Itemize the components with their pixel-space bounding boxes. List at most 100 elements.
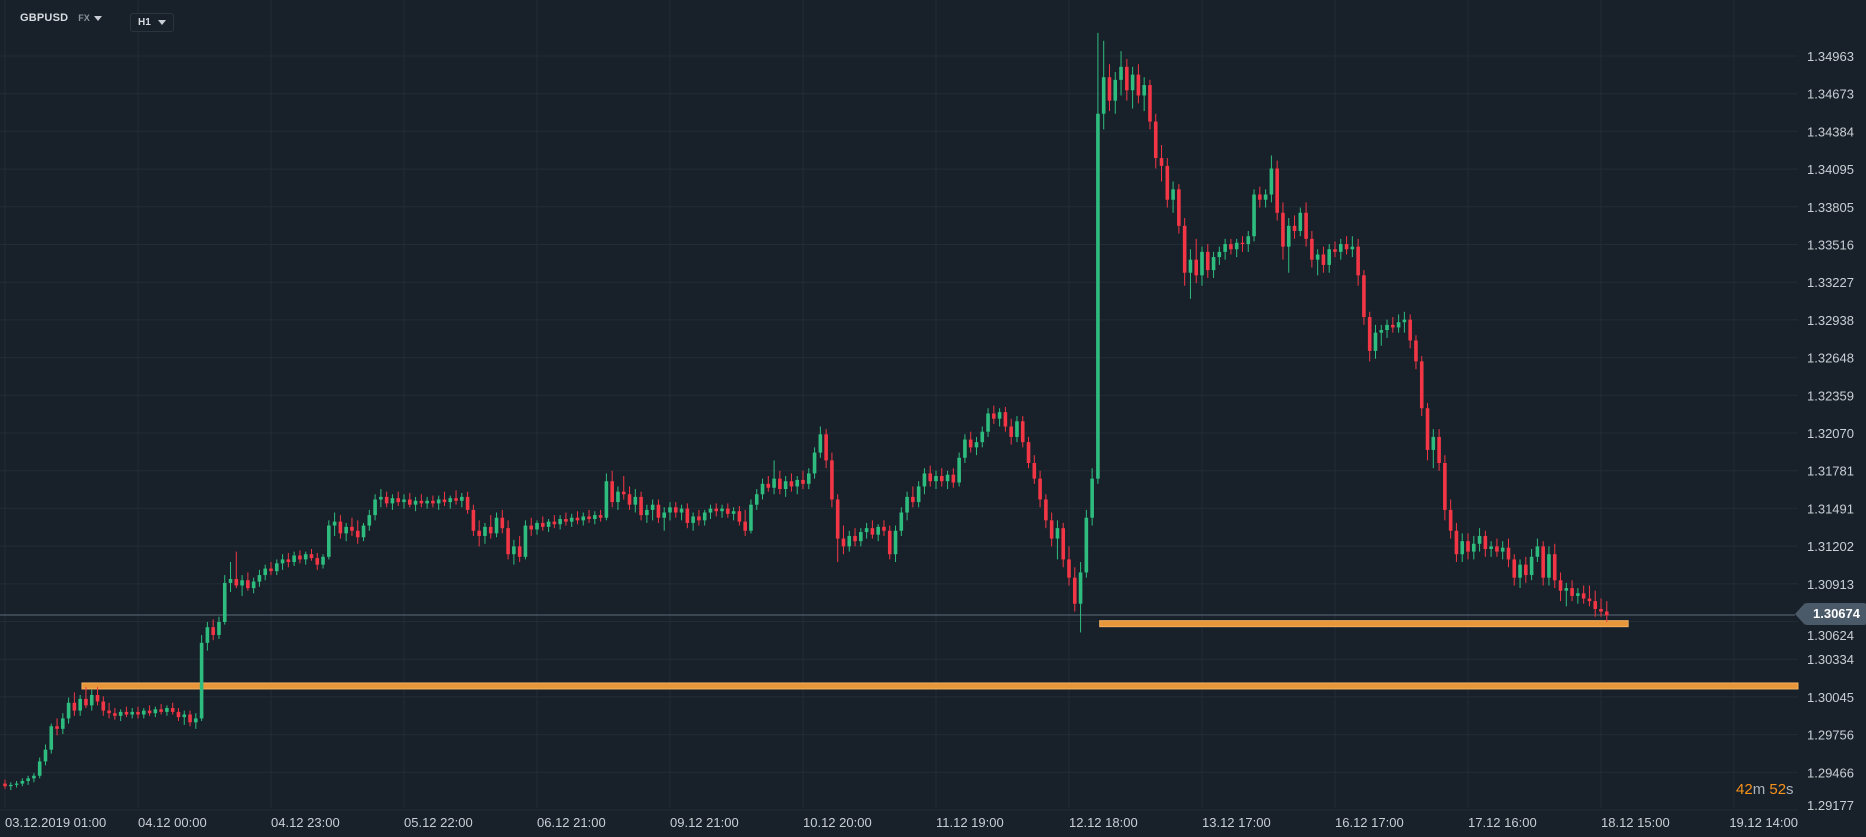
candle-body bbox=[673, 507, 678, 513]
candle-up bbox=[893, 525, 898, 563]
candle-up bbox=[1379, 324, 1384, 346]
candle-up bbox=[1564, 582, 1569, 607]
candle-body bbox=[309, 554, 314, 559]
candle-down bbox=[1165, 158, 1170, 208]
candle-up bbox=[141, 707, 146, 719]
candle-body bbox=[1044, 499, 1048, 521]
candle-body bbox=[1471, 543, 1476, 552]
candle-body bbox=[1489, 546, 1493, 550]
candle-body bbox=[344, 526, 348, 534]
candle-body bbox=[350, 526, 354, 531]
candle-body bbox=[870, 528, 875, 535]
candle-body bbox=[228, 578, 233, 583]
candle-down bbox=[992, 405, 996, 424]
candle-down bbox=[1159, 145, 1164, 182]
candle-body bbox=[1304, 212, 1308, 239]
candle-body bbox=[1096, 113, 1100, 479]
candle-body bbox=[442, 499, 447, 503]
candle-body bbox=[1148, 85, 1152, 122]
candle-down bbox=[396, 491, 401, 506]
candle-body bbox=[772, 478, 776, 488]
candle-body bbox=[726, 508, 730, 514]
candle-body bbox=[905, 496, 909, 513]
candle-body bbox=[217, 621, 221, 636]
candle-up bbox=[1518, 559, 1522, 589]
candle-body bbox=[1367, 317, 1372, 351]
candle-down bbox=[113, 707, 117, 720]
candle-up bbox=[413, 496, 418, 512]
time-axis[interactable]: 03.12.2019 01:00 04.12 00:00 04.12 23:00 05… bbox=[5, 815, 1798, 830]
candle-down bbox=[1125, 58, 1129, 101]
candle-up bbox=[483, 522, 487, 544]
candle-body bbox=[569, 517, 574, 522]
candle-body bbox=[1107, 77, 1112, 101]
candle-up bbox=[986, 408, 990, 437]
candle-body bbox=[1032, 462, 1037, 479]
candle-body bbox=[361, 525, 366, 538]
candle-body bbox=[194, 718, 198, 723]
candle-up bbox=[130, 707, 135, 719]
candle-body bbox=[789, 481, 794, 487]
candle-up bbox=[633, 489, 638, 513]
market-label: FX bbox=[78, 13, 90, 23]
candle-body bbox=[436, 499, 441, 504]
candle-up bbox=[1217, 246, 1222, 265]
candle-body bbox=[986, 413, 990, 432]
candle-body bbox=[130, 711, 135, 715]
market-dropdown[interactable]: FX bbox=[78, 13, 102, 23]
price-axis[interactable]: 1.34963 1.34673 1.34384 1.34095 1.33805 1.335… bbox=[1807, 49, 1854, 813]
candle-down bbox=[159, 704, 163, 715]
price-tick-label: 1.31491 bbox=[1807, 501, 1854, 516]
price-tick-label: 1.30334 bbox=[1807, 652, 1854, 667]
candle-body bbox=[1263, 194, 1268, 200]
candle-down bbox=[477, 520, 481, 547]
candle-body bbox=[668, 507, 672, 513]
candle-down bbox=[454, 490, 458, 505]
candle-down bbox=[621, 476, 626, 500]
candle-up bbox=[1223, 238, 1227, 260]
candle-up bbox=[963, 434, 967, 463]
candle-body bbox=[928, 473, 933, 482]
candle-countdown: 42m 52s bbox=[1736, 781, 1794, 798]
candle-up bbox=[1211, 251, 1216, 278]
candle-down bbox=[951, 468, 956, 488]
candle-down bbox=[841, 525, 846, 555]
candle-body bbox=[1310, 238, 1314, 260]
candle-up bbox=[1431, 429, 1436, 469]
candle-body bbox=[1084, 517, 1089, 573]
candle-down bbox=[1367, 311, 1372, 362]
candle-body bbox=[390, 498, 395, 504]
candle-up bbox=[1338, 238, 1343, 260]
candle-down bbox=[673, 502, 678, 518]
candle-up bbox=[251, 577, 256, 594]
timeframe-dropdown[interactable]: H1 bbox=[130, 13, 174, 32]
candle-body bbox=[552, 521, 557, 525]
candle-up bbox=[922, 468, 927, 495]
candle-body bbox=[1159, 158, 1164, 166]
candle-down bbox=[575, 511, 580, 525]
candle-body bbox=[1558, 580, 1563, 591]
candle-down bbox=[1362, 270, 1366, 325]
candle-up bbox=[1460, 533, 1465, 563]
candle-up bbox=[795, 476, 800, 495]
candle-up bbox=[1489, 541, 1493, 557]
candle-down bbox=[1044, 494, 1048, 529]
candle-up bbox=[1055, 520, 1060, 560]
timer-seconds-unit: s bbox=[1786, 781, 1794, 798]
candle-up bbox=[390, 494, 395, 510]
candle-body bbox=[720, 508, 724, 512]
candle-body bbox=[1576, 593, 1580, 596]
candle-body bbox=[1171, 189, 1175, 200]
candle-down bbox=[1148, 79, 1152, 130]
candle-body bbox=[691, 516, 695, 523]
candle-body bbox=[1223, 244, 1227, 252]
candle-body bbox=[535, 522, 539, 530]
candle-down bbox=[500, 509, 505, 534]
candle-down bbox=[1310, 231, 1314, 268]
candle-down bbox=[1356, 238, 1360, 286]
candle-down bbox=[431, 495, 435, 508]
price-tick-label: 1.30624 bbox=[1807, 628, 1854, 643]
candle-down bbox=[1408, 314, 1412, 349]
candle-body bbox=[483, 526, 487, 536]
